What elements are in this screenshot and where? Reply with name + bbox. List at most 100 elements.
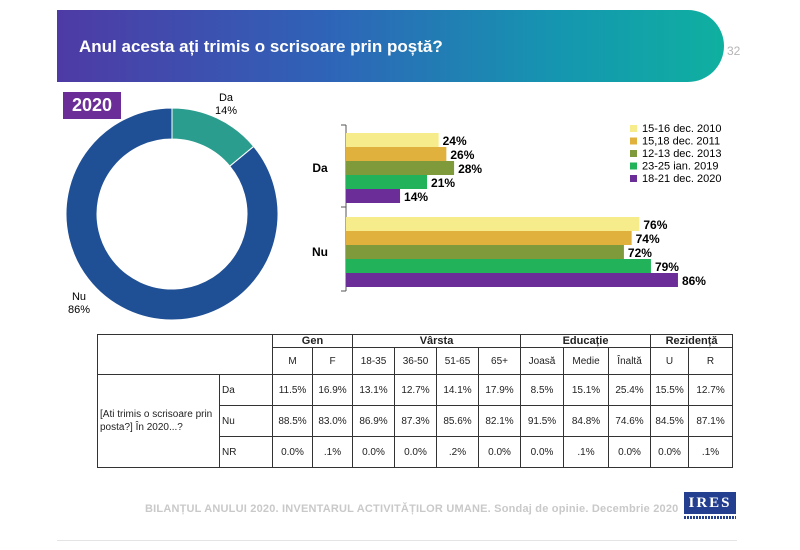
page-title: Anul acesta ați trimis o scrisoare prin … (79, 37, 443, 56)
table-corner (97, 334, 273, 375)
bar-value-label: 26% (450, 148, 474, 162)
column-header: F (312, 347, 353, 375)
data-cell: .2% (436, 436, 479, 468)
data-cell: 0.0% (608, 436, 652, 468)
bar-value-label: 14% (404, 190, 428, 204)
bar (346, 189, 401, 203)
data-cell: 16.9% (312, 374, 353, 406)
bar (346, 147, 447, 161)
legend-swatch (630, 150, 637, 157)
data-cell: 0.0% (520, 436, 565, 468)
data-cell: 91.5% (520, 405, 565, 437)
donut-slice-nu (65, 107, 279, 321)
data-cell: 12.7% (394, 374, 437, 406)
legend-label: 15-16 dec. 2010 (642, 123, 722, 135)
bar-value-label: 72% (628, 246, 652, 260)
logo-text: IRES (684, 492, 736, 514)
column-header: 65+ (477, 347, 522, 375)
bar-value-label: 21% (431, 176, 455, 190)
column-header: Medie (563, 347, 610, 375)
group-header: Vârsta (351, 334, 522, 348)
donut-label-value: 86% (68, 304, 90, 316)
bar (346, 133, 439, 147)
column-header: R (688, 347, 734, 375)
group-header: Rezidență (650, 334, 734, 348)
data-cell: 12.7% (688, 374, 734, 406)
group-header: Educație (520, 334, 652, 348)
data-cell: 85.6% (436, 405, 479, 437)
column-header: 18-35 (352, 347, 395, 375)
bar-value-label: 24% (443, 134, 467, 148)
legend-swatch (630, 125, 637, 132)
category-label: Nu (312, 245, 328, 259)
data-cell: 87.3% (394, 405, 437, 437)
data-cell: 0.0% (394, 436, 437, 468)
donut-label-name: Da (219, 92, 234, 104)
data-cell: 74.6% (608, 405, 652, 437)
data-cell: 11.5% (272, 374, 313, 406)
divider (57, 540, 737, 541)
data-cell: 8.5% (520, 374, 565, 406)
data-cell: 82.1% (477, 405, 522, 437)
footer-text: BILANȚUL ANULUI 2020. INVENTARUL ACTIVIT… (145, 503, 679, 515)
bar-value-label: 74% (636, 232, 660, 246)
data-cell: .1% (563, 436, 610, 468)
legend-label: 23-25 ian. 2019 (642, 161, 718, 173)
data-cell: 0.0% (650, 436, 690, 468)
data-cell: 88.5% (272, 405, 313, 437)
data-cell: .1% (688, 436, 734, 468)
logo-subline (684, 516, 736, 519)
donut-label-name: Nu (72, 291, 86, 303)
column-header: Joasă (520, 347, 565, 375)
data-cell: 84.8% (563, 405, 610, 437)
bar-value-label: 79% (655, 260, 679, 274)
bar (346, 217, 640, 231)
column-header: 51-65 (436, 347, 479, 375)
legend-label: 15,18 dec. 2011 (642, 136, 720, 148)
row-label: NR (219, 436, 273, 468)
data-cell: 84.5% (650, 405, 690, 437)
column-header: U (650, 347, 690, 375)
bar (346, 273, 678, 287)
legend-label: 12-13 dec. 2013 (642, 148, 722, 160)
year-badge: 2020 (63, 92, 121, 119)
legend-swatch (630, 175, 637, 182)
bar-value-label: 86% (682, 274, 706, 288)
bar (346, 175, 428, 189)
data-cell: 0.0% (272, 436, 313, 468)
bar (346, 259, 651, 273)
legend-label: 18-21 dec. 2020 (642, 173, 722, 185)
data-cell: 86.9% (352, 405, 395, 437)
data-cell: 15.1% (563, 374, 610, 406)
crosstab-table: Gen Vârsta Educație Rezidență M F 18-35 36-50 51… (97, 334, 734, 468)
category-label: Da (312, 161, 328, 175)
data-cell: 17.9% (477, 374, 522, 406)
data-cell: 15.5% (650, 374, 690, 406)
data-cell: 0.0% (477, 436, 522, 468)
bar-value-label: 76% (643, 218, 667, 232)
donut-label-value: 14% (215, 105, 237, 117)
data-cell: 83.0% (312, 405, 353, 437)
row-label: Nu (219, 405, 273, 437)
data-cell: 0.0% (352, 436, 395, 468)
column-header: 36-50 (394, 347, 437, 375)
bar (346, 161, 455, 175)
column-header: M (272, 347, 313, 375)
legend-swatch (630, 162, 637, 170)
data-cell: 25.4% (608, 374, 652, 406)
title-banner: Anul acesta ați trimis o scrisoare prin … (57, 10, 724, 82)
bar-value-label: 28% (458, 162, 482, 176)
data-cell: 13.1% (352, 374, 395, 406)
ires-logo: IRES (684, 492, 736, 519)
page-number: 32 (727, 44, 741, 58)
bar (346, 245, 624, 259)
data-cell: 87.1% (688, 405, 734, 437)
column-header: Înaltă (608, 347, 652, 375)
row-label: Da (219, 374, 273, 406)
group-header: Gen (272, 334, 353, 348)
data-cell: 14.1% (436, 374, 479, 406)
bar (346, 231, 632, 245)
legend-swatch (630, 137, 637, 145)
